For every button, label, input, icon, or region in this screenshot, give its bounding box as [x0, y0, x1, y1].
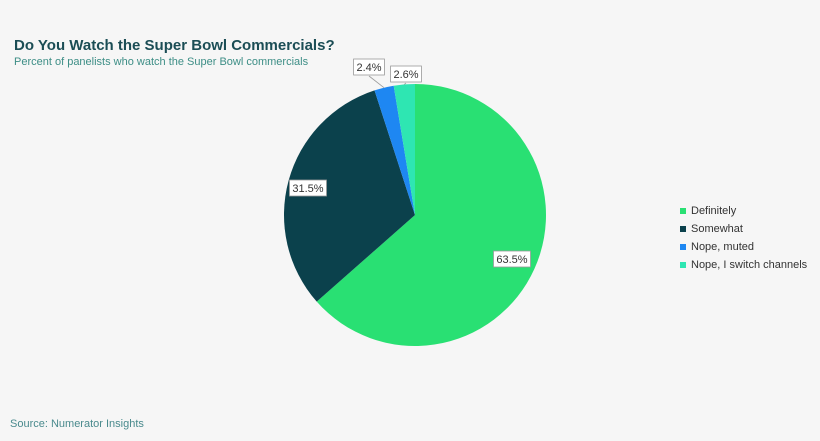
pie-slice-somewhat [283, 90, 415, 302]
leader-line [368, 75, 385, 89]
legend-item: Definitely [680, 202, 807, 220]
data-label: 63.5% [493, 250, 531, 268]
chart-title: Do You Watch the Super Bowl Commercials? [14, 37, 335, 54]
data-label-text: 2.6% [393, 69, 418, 81]
pie-slice-nope-i-switch-channels [393, 84, 415, 215]
legend-swatch [680, 226, 686, 232]
legend-label: Nope, muted [691, 241, 754, 253]
legend-swatch [680, 262, 686, 268]
data-label: 31.5% [289, 179, 327, 197]
legend-swatch [680, 244, 686, 250]
legend-item: Somewhat [680, 220, 807, 238]
chart-legend: Definitely Somewhat Nope, muted Nope, I swi… [680, 202, 807, 274]
data-label-text: 2.4% [356, 62, 381, 74]
legend-swatch [680, 208, 686, 214]
data-label: 2.4% [353, 58, 385, 76]
source-note: Source: Numerator Insights [10, 418, 144, 430]
legend-label: Nope, I switch channels [691, 259, 808, 271]
pie-slice-nope-muted [374, 85, 415, 215]
data-label: 2.6% [390, 65, 422, 83]
data-label-box [493, 250, 531, 268]
data-label-text: 31.5% [292, 183, 323, 195]
legend-item: Nope, I switch channels [680, 256, 807, 274]
data-label-box [289, 179, 327, 197]
chart-subtitle: Percent of panelists who watch the Super… [14, 56, 309, 68]
data-label-box [353, 58, 385, 76]
data-label-box [390, 65, 422, 83]
data-label-text: 63.5% [496, 254, 527, 266]
legend-item: Nope, muted [680, 238, 807, 256]
pie-slice-definitely [316, 84, 546, 346]
leader-line [404, 82, 407, 85]
legend-label: Definitely [691, 205, 737, 217]
legend-label: Somewhat [691, 223, 743, 235]
